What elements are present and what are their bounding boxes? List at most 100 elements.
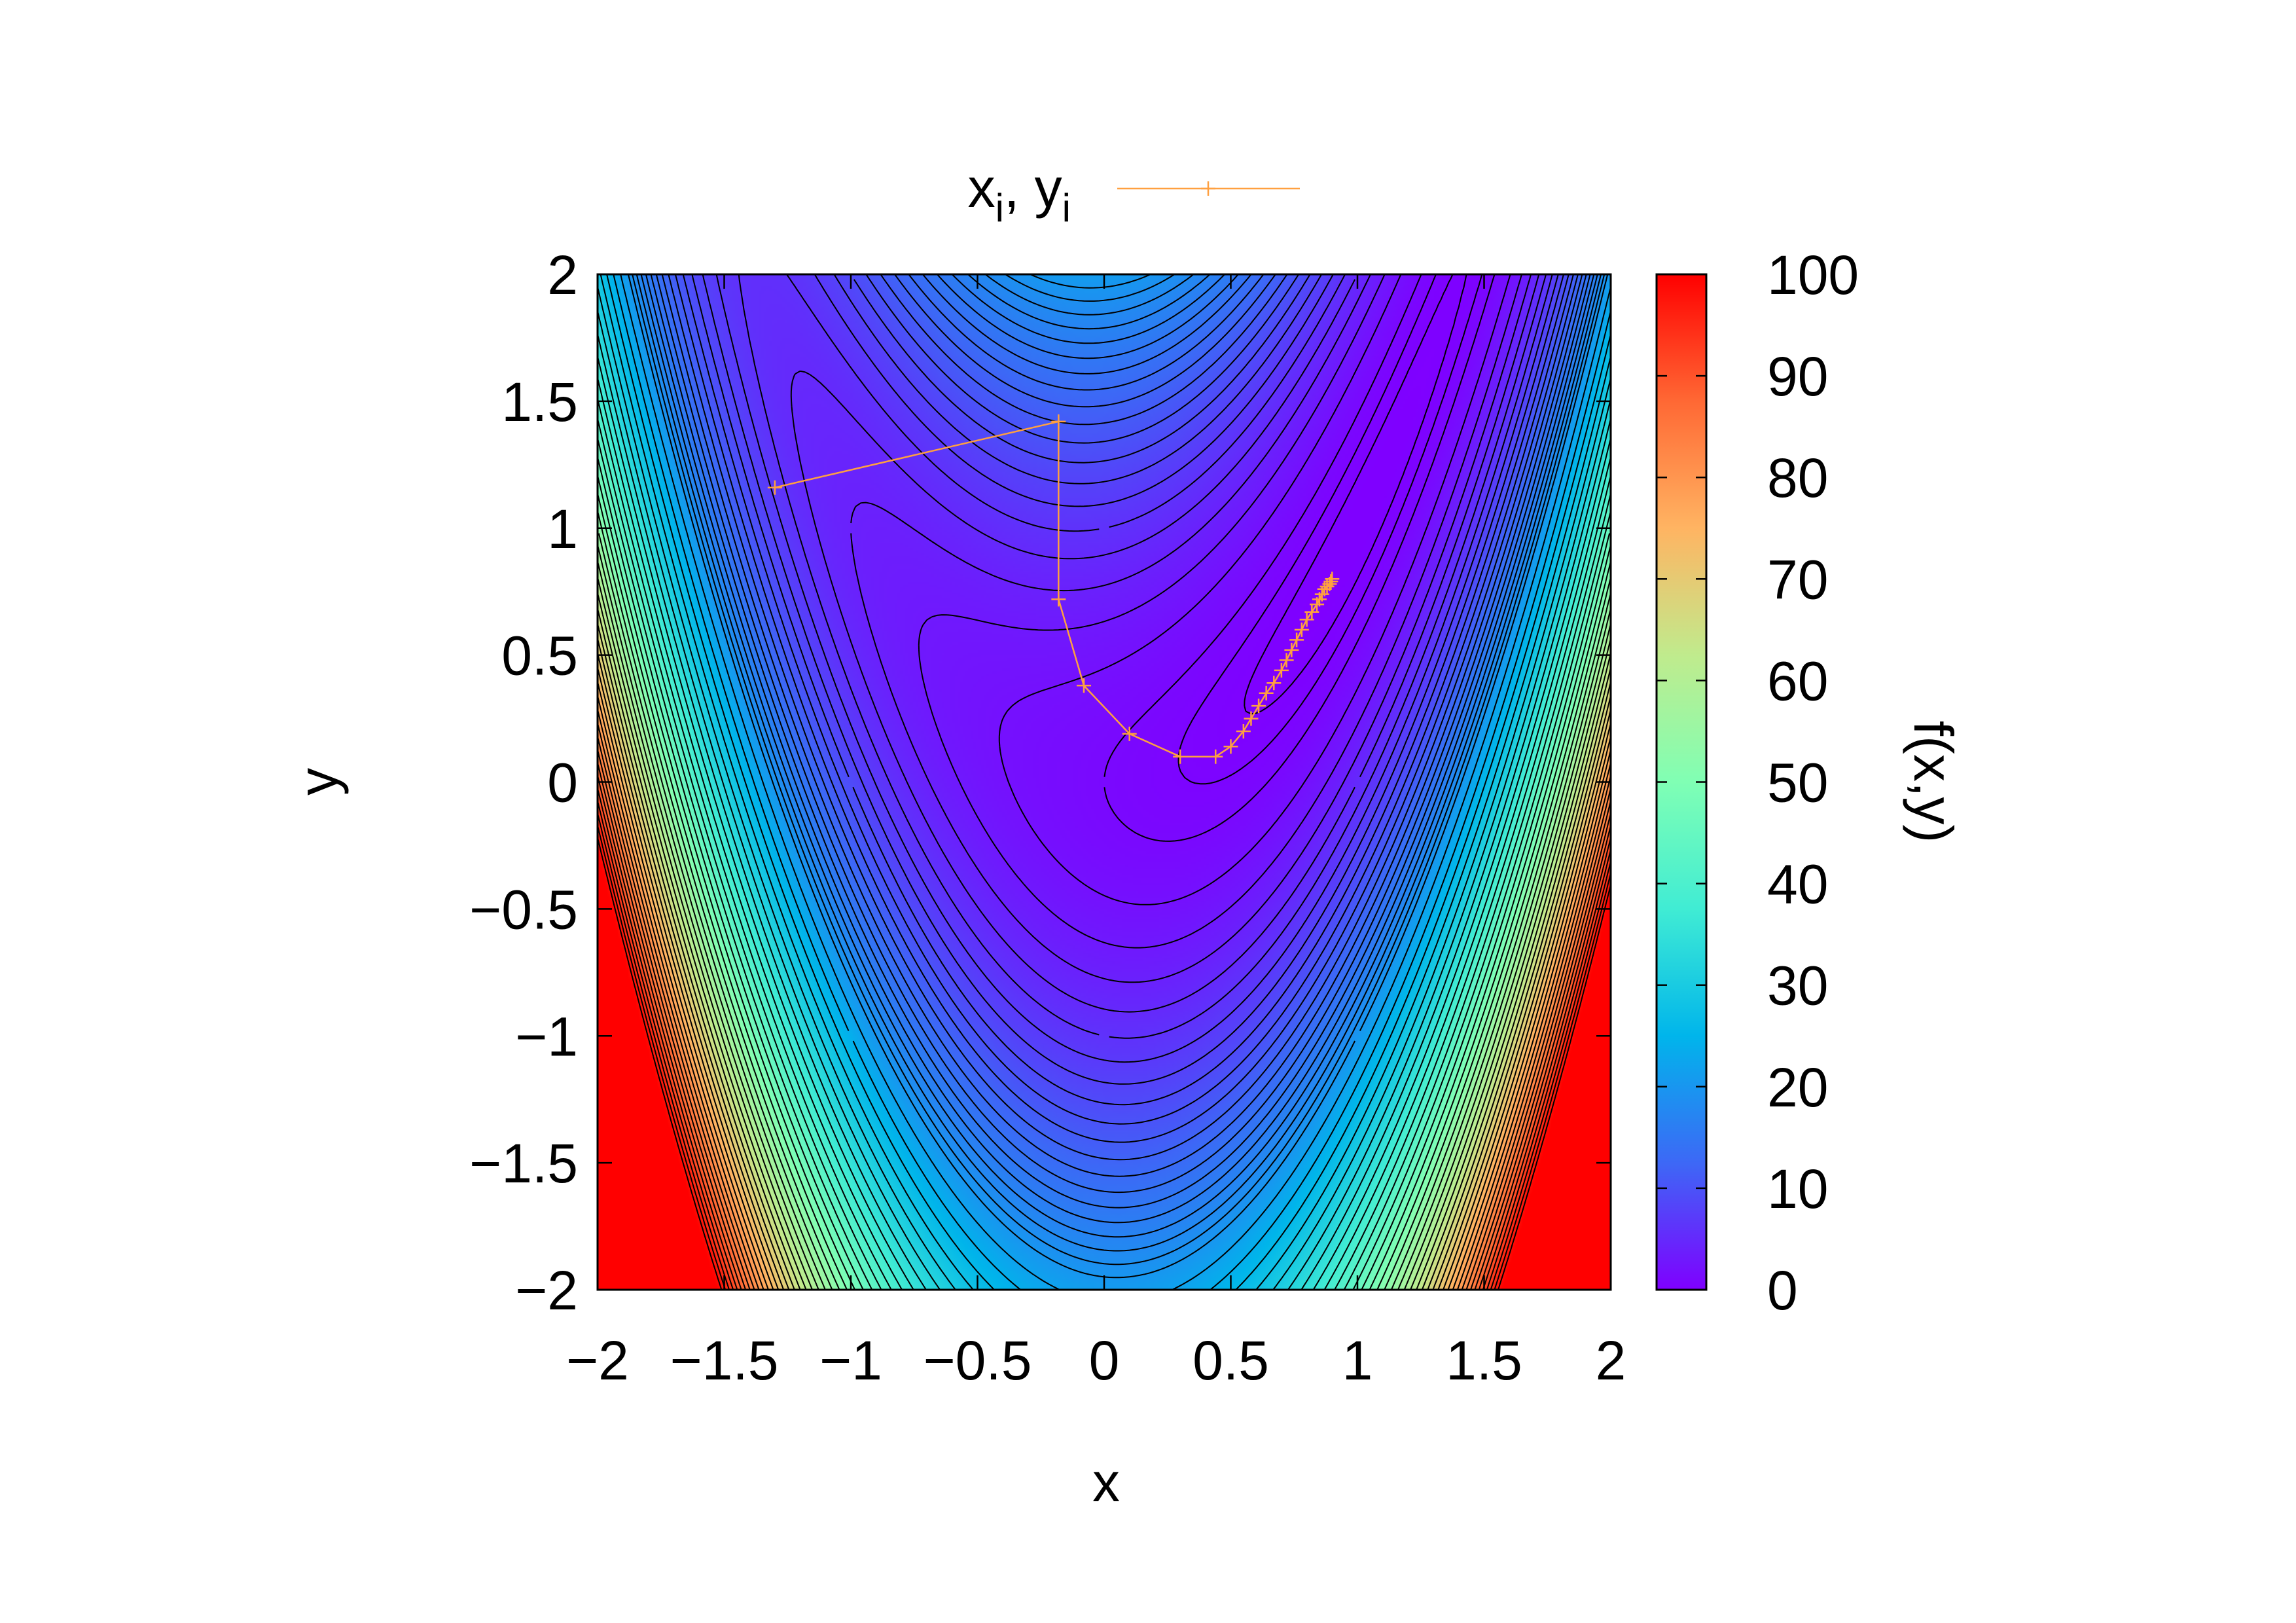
contour-line bbox=[682, 274, 1570, 1125]
y-tick-label: 1 bbox=[547, 498, 578, 560]
contour-line bbox=[598, 475, 1611, 1290]
contour-line bbox=[640, 274, 1598, 1238]
contour-line bbox=[598, 438, 1611, 1290]
trajectory-point bbox=[1289, 632, 1304, 647]
x-tick-label: 0.5 bbox=[1193, 1330, 1269, 1391]
y-tick-label: −0.5 bbox=[469, 879, 578, 940]
trajectory-point bbox=[1051, 414, 1066, 429]
trajectory-point bbox=[1244, 711, 1259, 726]
colorbar-ticks: 0 10 20 30 40 50 60 70 80 90 100 bbox=[1657, 244, 1859, 1321]
contour-line bbox=[627, 274, 1609, 1279]
contour-line bbox=[598, 310, 1611, 1290]
contour-line bbox=[620, 274, 1611, 1290]
contour-line bbox=[598, 801, 1611, 1290]
contour-lines bbox=[598, 274, 1611, 1290]
trajectory-point bbox=[1077, 678, 1092, 693]
trajectory-point bbox=[1223, 739, 1238, 754]
trajectory-point bbox=[1274, 663, 1289, 678]
contour-line bbox=[598, 356, 1611, 1290]
colorbar-tick-label: 60 bbox=[1767, 650, 1828, 712]
contour-line bbox=[598, 378, 1611, 1290]
x-tick-label: 1.5 bbox=[1446, 1330, 1522, 1391]
contour-line bbox=[598, 511, 1611, 1290]
contour-line bbox=[702, 274, 1559, 1085]
contour-line bbox=[598, 762, 1611, 1290]
trajectory-point bbox=[1266, 676, 1282, 691]
trajectory-point bbox=[1259, 685, 1274, 701]
trajectory-point bbox=[1251, 699, 1266, 714]
y-tick-label: 1.5 bbox=[501, 371, 578, 433]
trajectory-point bbox=[767, 480, 782, 495]
y-tick-label: 0.5 bbox=[501, 625, 578, 687]
contour-line bbox=[691, 274, 1564, 1106]
colorbar-tick-label: 70 bbox=[1767, 549, 1828, 610]
trajectory-point bbox=[1294, 622, 1309, 637]
contour-line bbox=[598, 561, 1611, 1290]
colorbar-tick-label: 100 bbox=[1767, 244, 1859, 306]
contour-line bbox=[655, 274, 1587, 1194]
trajectory-point bbox=[1201, 181, 1215, 196]
contour-line bbox=[598, 398, 1611, 1290]
contour-line bbox=[636, 274, 1602, 1252]
legend: xi, yi bbox=[968, 157, 1300, 230]
trajectory-line bbox=[774, 420, 1333, 757]
x-axis-label: x bbox=[1092, 1451, 1120, 1513]
x-tick-label: −0.5 bbox=[924, 1330, 1032, 1391]
x-tick-label: −1.5 bbox=[670, 1330, 779, 1391]
contour-line bbox=[613, 274, 1611, 1290]
contour-line bbox=[918, 274, 1522, 949]
contour-line bbox=[598, 788, 1611, 1290]
contour-line bbox=[598, 608, 1611, 1290]
contour-line bbox=[598, 682, 1611, 1290]
contour-line bbox=[632, 274, 1605, 1266]
trajectory-point bbox=[1304, 604, 1319, 619]
legend-marker-sample bbox=[1201, 181, 1215, 196]
contour-line bbox=[850, 274, 1532, 983]
x-axis-ticks: −2 −1.5 −1 −0.5 0 0.5 1 1.5 2 bbox=[566, 274, 1626, 1391]
contour-line bbox=[598, 623, 1611, 1290]
legend-label: xi, yi bbox=[968, 157, 1071, 230]
contour-line bbox=[1244, 274, 1467, 715]
y-axis-label: y bbox=[287, 768, 349, 795]
colorbar-tick-label: 50 bbox=[1767, 752, 1828, 814]
y-axis-ticks: −2 −1.5 −1 −0.5 0 0.5 1 1.5 2 bbox=[469, 244, 1611, 1321]
contour-line bbox=[598, 457, 1611, 1290]
contour-line bbox=[598, 695, 1611, 1290]
y-tick-label: −1 bbox=[515, 1006, 578, 1067]
x-tick-label: −1 bbox=[819, 1330, 882, 1391]
contour-line bbox=[598, 493, 1611, 1290]
trajectory-point bbox=[1284, 642, 1299, 657]
x-tick-label: 0 bbox=[1089, 1330, 1120, 1391]
contour-line bbox=[674, 274, 1574, 1143]
contour-line bbox=[715, 274, 1553, 1063]
colorbar-tick-label: 40 bbox=[1767, 854, 1828, 915]
contour-line bbox=[598, 593, 1611, 1290]
trajectory-point bbox=[1051, 592, 1066, 607]
contour-line bbox=[598, 736, 1611, 1290]
trajectory-point bbox=[1173, 749, 1188, 764]
trajectory-point bbox=[1236, 723, 1251, 739]
contour-line bbox=[598, 638, 1611, 1290]
colorbar-tick-label: 20 bbox=[1767, 1057, 1828, 1118]
contour-line bbox=[738, 274, 1547, 1039]
trajectory-point bbox=[1323, 574, 1338, 589]
colorbar-tick-label: 0 bbox=[1767, 1260, 1798, 1321]
trajectory-series bbox=[767, 414, 1340, 764]
contour-line bbox=[598, 667, 1611, 1290]
contour-line bbox=[598, 837, 1611, 1290]
contour-line bbox=[598, 533, 1611, 1290]
trajectory-point bbox=[1299, 612, 1314, 627]
contour-line bbox=[600, 274, 1611, 1290]
colorbar-tick-label: 80 bbox=[1767, 447, 1828, 509]
contour-line bbox=[598, 709, 1611, 1290]
colorbar-tick-label: 90 bbox=[1767, 346, 1828, 407]
x-tick-label: 2 bbox=[1596, 1330, 1626, 1391]
contour-line bbox=[598, 334, 1611, 1290]
contour-line bbox=[598, 418, 1611, 1290]
y-tick-label: 0 bbox=[547, 752, 578, 814]
contour-line bbox=[598, 723, 1611, 1290]
x-tick-label: −2 bbox=[566, 1330, 629, 1391]
contour-line bbox=[598, 545, 1611, 1290]
contour-line bbox=[650, 274, 1591, 1209]
